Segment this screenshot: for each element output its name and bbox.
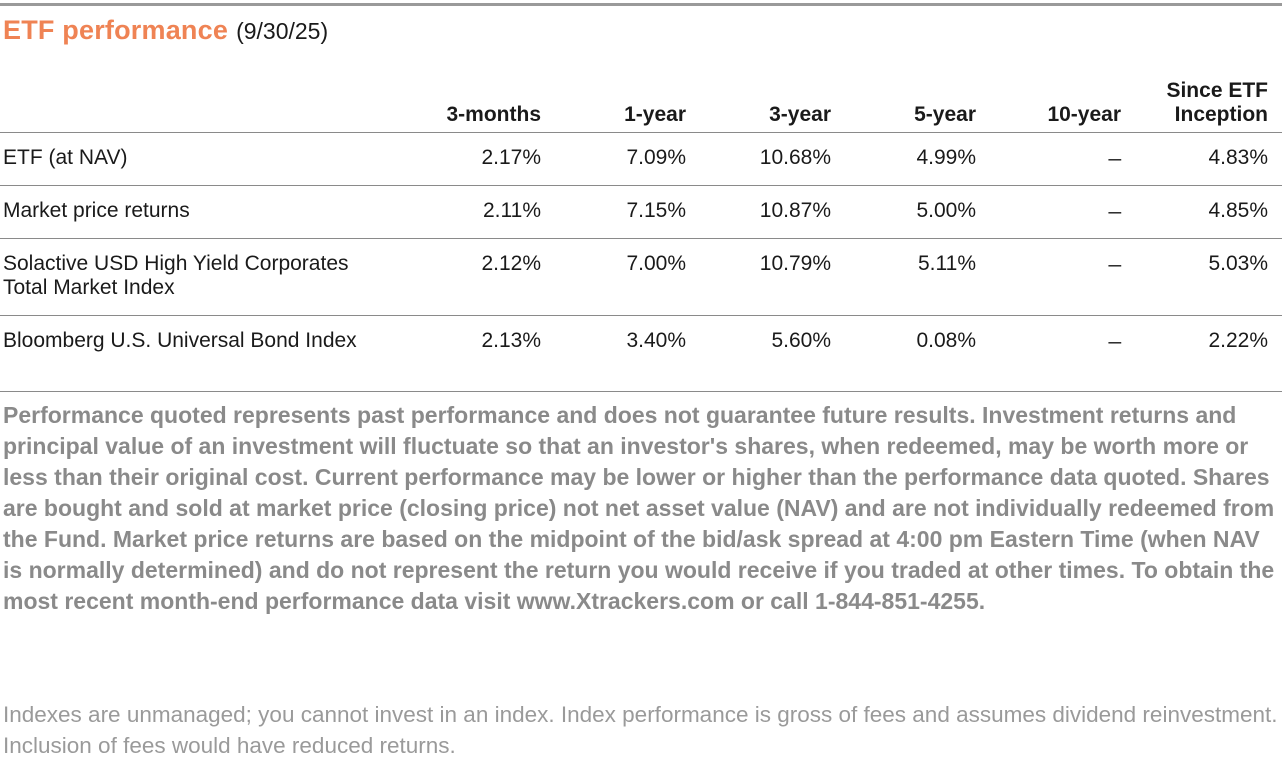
table-cell: 4.85% <box>1133 185 1282 239</box>
column-header: 3-months <box>410 66 553 133</box>
table-cell: 2.13% <box>410 315 553 392</box>
table-cell: 7.15% <box>553 185 698 239</box>
table-cell: 5.00% <box>843 185 988 239</box>
section-title: ETF performance (9/30/25) <box>3 15 328 51</box>
top-rule <box>0 3 1282 6</box>
table-row: Solactive USD High Yield Corporates Tota… <box>0 238 1282 316</box>
title-date: (9/30/25) <box>236 18 329 44</box>
performance-disclaimer: Performance quoted represents past perfo… <box>3 402 1275 614</box>
title-text: ETF performance <box>3 15 229 45</box>
column-header: 10-year <box>988 66 1133 133</box>
row-label: Solactive USD High Yield Corporates Tota… <box>0 238 410 316</box>
table-cell: 2.11% <box>410 185 553 239</box>
table-cell: 4.83% <box>1133 132 1282 186</box>
table-cell: 10.68% <box>698 132 843 186</box>
table-cell: 10.79% <box>698 238 843 316</box>
table-cell: _ <box>988 238 1133 316</box>
table-cell: _ <box>988 185 1133 239</box>
column-header: 3-year <box>698 66 843 133</box>
table-cell: 5.03% <box>1133 238 1282 316</box>
table-cell: 7.00% <box>553 238 698 316</box>
performance-table: 3-months 1-year 3-year 5-year 10-year Si… <box>0 66 1282 392</box>
table-cell: 7.09% <box>553 132 698 186</box>
row-label: Market price returns <box>0 185 410 239</box>
index-footnote: Indexes are unmanaged; you cannot invest… <box>3 702 1278 758</box>
table-cell: 2.17% <box>410 132 553 186</box>
column-header: 5-year <box>843 66 988 133</box>
table-header-row: 3-months 1-year 3-year 5-year 10-year Si… <box>0 66 1282 133</box>
table-row: Market price returns 2.11% 7.15% 10.87% … <box>0 185 1282 239</box>
table-cell: _ <box>988 132 1133 186</box>
column-header: Since ETF Inception <box>1133 66 1282 133</box>
row-label: Bloomberg U.S. Universal Bond Index <box>0 315 410 392</box>
table-cell: 2.22% <box>1133 315 1282 392</box>
table-cell: 5.11% <box>843 238 988 316</box>
table-row: ETF (at NAV) 2.17% 7.09% 10.68% 4.99% _ … <box>0 132 1282 186</box>
table-cell: 3.40% <box>553 315 698 392</box>
table-cell: 4.99% <box>843 132 988 186</box>
table-cell: 0.08% <box>843 315 988 392</box>
table-row: Bloomberg U.S. Universal Bond Index 2.13… <box>0 315 1282 392</box>
table-cell: 5.60% <box>698 315 843 392</box>
header-label-cell <box>0 66 410 133</box>
row-label: ETF (at NAV) <box>0 132 410 186</box>
table-cell: 2.12% <box>410 238 553 316</box>
table-cell: 10.87% <box>698 185 843 239</box>
column-header: 1-year <box>553 66 698 133</box>
table-cell: _ <box>988 315 1133 392</box>
